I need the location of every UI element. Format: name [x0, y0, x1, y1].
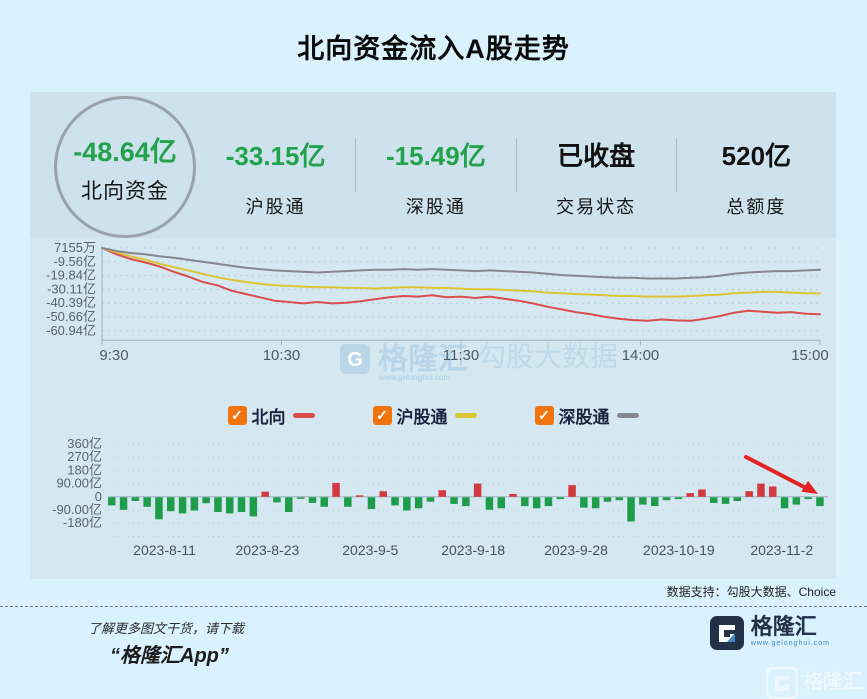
svg-text:-40.39亿: -40.39亿 [46, 295, 96, 310]
stat-value: 已收盘 [557, 141, 636, 171]
stat-label: 深股通 [405, 197, 466, 217]
page-title: 北向资金流入A股走势 [297, 33, 570, 64]
stat-value: -33.15亿 [225, 141, 326, 171]
gelonghui-logo-icon [709, 616, 744, 650]
svg-text:www.gelonghui.com: www.gelonghui.com [378, 373, 450, 382]
svg-text:www.gogudata.com: www.gogudata.com [481, 372, 610, 384]
divider [355, 138, 357, 192]
legend-item-shanghai[interactable]: ✓ 沪股通 [372, 403, 477, 428]
app-name-text: “格隆汇App” [110, 645, 229, 667]
stat-shenzhen-connect: -15.49亿 深股通 [356, 92, 515, 238]
brand-name: 格隆汇 [750, 614, 817, 639]
svg-text:2023-9-28: 2023-9-28 [544, 542, 608, 558]
svg-text:-9.56亿: -9.56亿 [53, 254, 96, 269]
series-color-swatch [616, 412, 639, 418]
stat-trading-status: 已收盘 交易状态 [517, 92, 676, 238]
stat-label: 总额度 [726, 197, 787, 217]
checkbox-checked-icon[interactable]: ✓ [534, 405, 554, 425]
svg-text:2023-10-19: 2023-10-19 [643, 542, 715, 558]
gelonghui-ghost-icon [766, 667, 798, 699]
svg-text:180亿: 180亿 [67, 462, 102, 477]
intraday-line-chart: 7155万 -9.56亿 -19.84亿 -30.11亿 -40.39亿 -50.66亿 -… [30, 238, 836, 397]
svg-text:格隆汇: 格隆汇 [378, 343, 468, 376]
stat-total-quota: 520亿 总额度 [677, 92, 836, 238]
svg-text:-30.11亿: -30.11亿 [47, 281, 96, 296]
stat-label: 交易状态 [556, 197, 637, 217]
legend-item-shenzhen[interactable]: ✓ 深股通 [534, 403, 639, 428]
legend-item-northbound[interactable]: ✓ 北向 [227, 403, 315, 428]
stat-label: 沪股通 [245, 197, 306, 217]
brand-texts: 格隆汇 www.gelonghui.com [750, 614, 830, 648]
legend-label: 深股通 [558, 407, 610, 427]
legend-label: 北向 [251, 407, 286, 427]
data-support-text: 数据支持：勾股大数据、Choice [666, 585, 836, 599]
footer: 了解更多图文干货，请下载 “格隆汇App” 格隆汇 www.gelonghui.… [0, 607, 867, 699]
title-bar: 北向资金流入A股走势 [0, 0, 867, 92]
stat-shanghai-connect: -33.15亿 沪股通 [196, 92, 355, 238]
svg-text:2023-8-11: 2023-8-11 [133, 542, 196, 558]
svg-text:-60.94亿: -60.94亿 [46, 323, 96, 338]
svg-text:90.00亿: 90.00亿 [56, 476, 102, 491]
series-color-swatch [292, 412, 315, 418]
divider [515, 138, 517, 192]
northbound-total-circle: -48.64亿 北向资金 [54, 96, 196, 238]
checkbox-checked-icon[interactable]: ✓ [227, 405, 247, 425]
svg-text:2023-9-5: 2023-9-5 [342, 542, 398, 558]
gelonghui-watermark-logo: 格隆汇 [766, 667, 863, 699]
svg-text:270亿: 270亿 [67, 449, 102, 464]
northbound-total-label: 北向资金 [81, 179, 169, 203]
svg-text:14:00: 14:00 [622, 347, 660, 364]
main-card: -48.64亿 北向资金 -33.15亿 沪股通 -15.49亿 深股通 已收盘… [30, 92, 836, 579]
svg-text:11:30: 11:30 [443, 347, 479, 364]
daily-flow-bar-chart: 360亿 270亿 180亿 90.00亿 0 -90.00亿 -180亿 2023-8-11… [30, 433, 836, 579]
svg-text:7155万: 7155万 [54, 240, 96, 255]
stat-columns: -33.15亿 沪股通 -15.49亿 深股通 已收盘 交易状态 520亿 总额… [196, 92, 836, 238]
stats-panel: -48.64亿 北向资金 -33.15亿 沪股通 -15.49亿 深股通 已收盘… [30, 92, 836, 238]
svg-text:-50.66亿: -50.66亿 [46, 309, 96, 324]
svg-text:360亿: 360亿 [67, 436, 102, 451]
stat-value: -15.49亿 [386, 141, 486, 171]
ghost-brand-name: 格隆汇 [803, 671, 863, 693]
svg-text:0: 0 [95, 489, 102, 504]
svg-text:-19.84亿: -19.84亿 [46, 268, 96, 283]
gelonghui-logo: 格隆汇 www.gelonghui.com [709, 615, 830, 651]
svg-text:G: G [347, 349, 363, 371]
divider [0, 606, 867, 607]
line-chart-svg: 7155万-9.56亿-19.84亿-30.11亿-40.39亿-50.66亿-… [46, 240, 829, 384]
data-support-row: 数据支持：勾股大数据、Choice [30, 583, 836, 601]
svg-text:勾股大数据: 勾股大数据 [478, 341, 618, 372]
divider [675, 138, 677, 192]
svg-text:2023-9-18: 2023-9-18 [441, 542, 505, 558]
promo-text: 了解更多图文干货，请下载 [88, 621, 245, 636]
svg-text:2023-11-2: 2023-11-2 [750, 542, 813, 558]
svg-text:-180亿: -180亿 [63, 515, 102, 530]
northbound-total-value: -48.64亿 [73, 136, 177, 167]
svg-text:9:30: 9:30 [99, 347, 128, 364]
checkbox-checked-icon[interactable]: ✓ [372, 405, 392, 425]
legend-label: 沪股通 [396, 407, 448, 427]
svg-text:2023-8-23: 2023-8-23 [236, 542, 300, 558]
chart-legend: ✓ 北向 ✓ 沪股通 ✓ 深股通 [30, 397, 836, 433]
svg-text:15:00: 15:00 [791, 347, 829, 364]
svg-text:-90.00亿: -90.00亿 [52, 502, 102, 517]
stat-value: 520亿 [721, 141, 792, 171]
svg-text:10:30: 10:30 [263, 347, 301, 364]
series-color-swatch [454, 412, 477, 418]
brand-url: www.gelonghui.com [750, 640, 830, 647]
